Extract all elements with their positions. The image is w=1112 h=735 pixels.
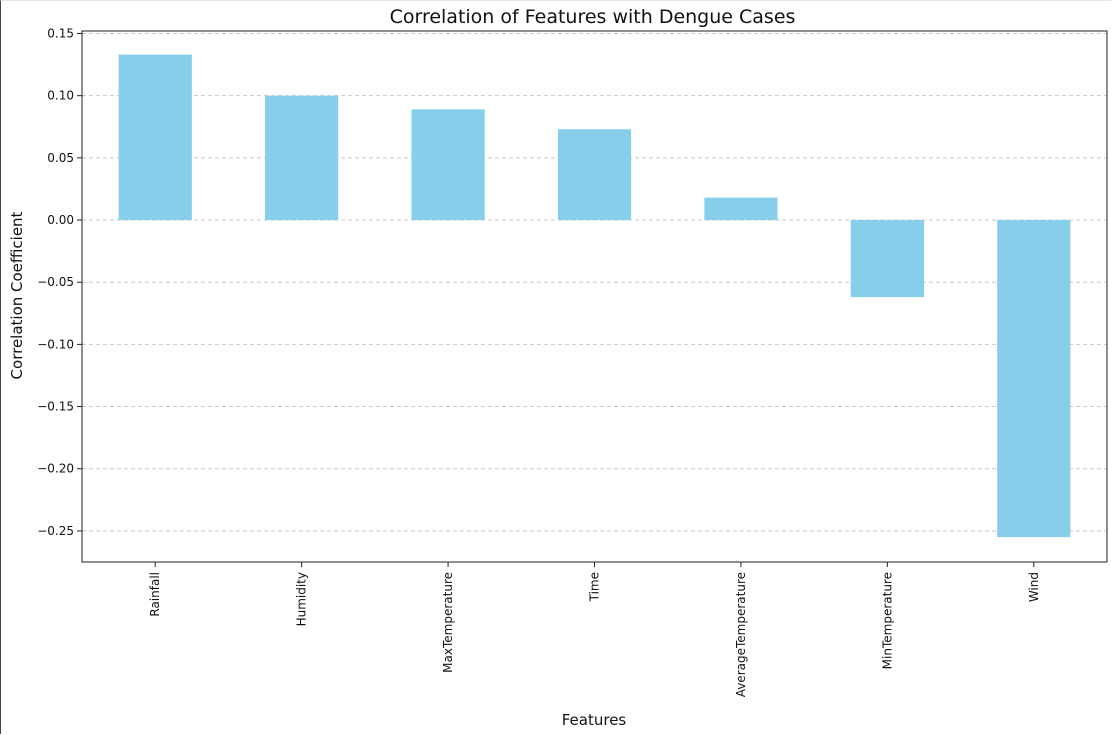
- x-tick-label: AverageTemperature: [734, 572, 748, 697]
- x-tick-label: Wind: [1027, 572, 1041, 602]
- bar-wind: [997, 220, 1071, 538]
- x-tick-label: MinTemperature: [880, 572, 894, 669]
- bar-time: [557, 129, 632, 221]
- grid-lines: [82, 32, 1107, 532]
- y-tick-label: −0.20: [37, 462, 74, 476]
- chart-title: Correlation of Features with Dengue Case…: [390, 6, 796, 28]
- x-tick-label: Rainfall: [148, 572, 162, 617]
- y-tick-label: 0.10: [47, 89, 74, 103]
- y-tick-label: −0.15: [37, 400, 74, 414]
- bar-rainfall: [118, 54, 192, 221]
- bar-mintemperature: [850, 220, 924, 298]
- plot-area: [81, 30, 1108, 563]
- y-axis-label: Correlation Coefficient: [8, 211, 26, 379]
- x-axis-label: Features: [562, 711, 627, 729]
- y-tick-label: −0.25: [37, 524, 74, 538]
- y-tick-label: 0.15: [47, 26, 74, 40]
- y-axis-ticks: 0.15 0.10 0.05 0.00 −0.05 −0.10 −0.15 −0.20 −0.2…: [37, 26, 82, 538]
- bar-averagetemperature: [704, 197, 778, 221]
- x-tick-label: MaxTemperature: [441, 572, 455, 673]
- y-tick-label: −0.05: [37, 275, 74, 289]
- x-tick-label: Time: [588, 572, 602, 602]
- y-tick-label: −0.10: [37, 337, 74, 351]
- x-axis-ticks: Rainfall Humidity MaxTemperature Time Averag…: [148, 562, 1041, 697]
- bars: [118, 54, 1071, 538]
- y-tick-label: 0.05: [47, 151, 74, 165]
- y-tick-label: 0.00: [47, 213, 74, 227]
- bar-humidity: [265, 95, 339, 221]
- x-tick-label: Humidity: [295, 572, 309, 626]
- bar-maxtemperature: [411, 109, 485, 221]
